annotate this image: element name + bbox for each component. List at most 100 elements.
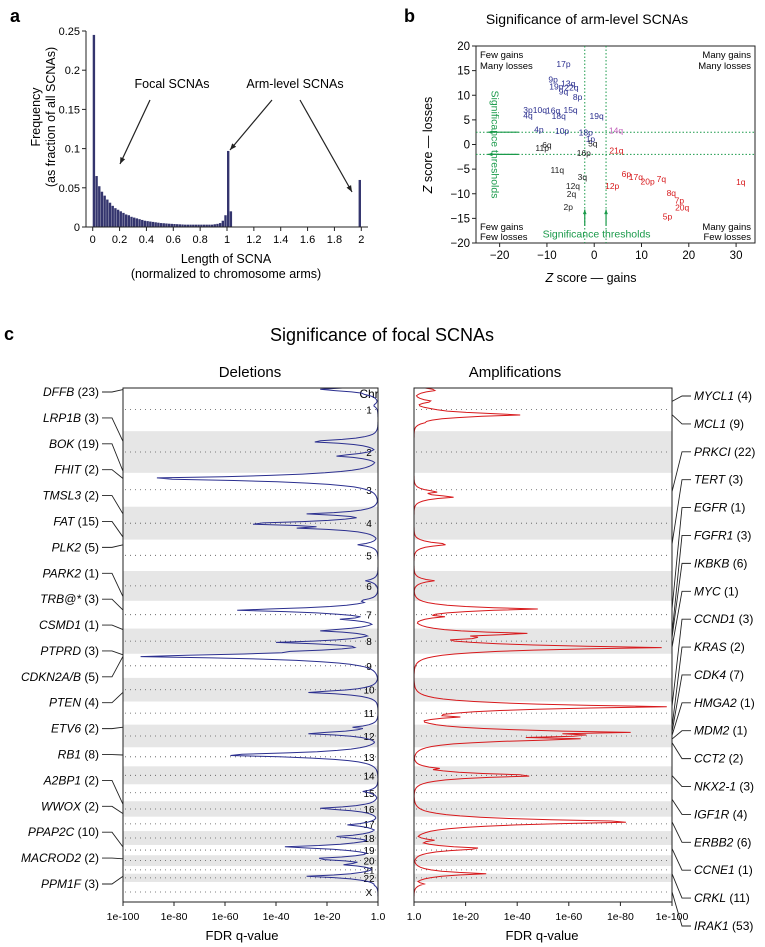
arm-point-3q: 3q xyxy=(578,172,588,182)
histogram-bar xyxy=(192,224,195,227)
panel-a-ylabel: Frequency xyxy=(29,87,43,147)
chr-label-11: 11 xyxy=(364,709,375,720)
deletion-gene-label: CSMD1 (1) xyxy=(39,618,99,632)
deletion-gene-label: FHIT (2) xyxy=(54,463,99,477)
panel-a-xtick-label: 1.6 xyxy=(300,234,315,246)
amplification-gene-leader xyxy=(671,414,691,425)
panel-b-xlabel: Z score — gains xyxy=(544,271,636,285)
histogram-bar xyxy=(224,215,227,227)
arm-point-1q: 1q xyxy=(736,177,746,187)
histogram-bar xyxy=(108,202,112,227)
threshold-label-y: Significance thresholds xyxy=(489,91,501,199)
arm-point-6q: 6q xyxy=(542,140,552,150)
amplification-gene-leader xyxy=(671,618,691,707)
histogram-bar xyxy=(116,209,120,227)
chr-label-21: 21 xyxy=(363,866,375,877)
quadrant-bottom-right-1: Many gains xyxy=(702,222,751,233)
histogram-bar xyxy=(151,221,155,227)
deletion-gene-label: CDKN2A/B (5) xyxy=(21,670,99,684)
arm-point-11p: 11p xyxy=(535,143,549,153)
arm-point-11q: 11q xyxy=(551,165,565,175)
panel-a-histogram: Frequency (as fraction of all SCNAs) Len… xyxy=(29,26,368,281)
quadrant-top-right-1: Many gains xyxy=(702,50,751,61)
arm-point-10q: 10q xyxy=(533,105,547,115)
histogram-bar xyxy=(143,220,147,227)
arm-point-20q: 20q xyxy=(675,203,689,213)
focal-scnas-annotation: Focal SCNAs xyxy=(134,77,209,91)
arm-point-20p: 20p xyxy=(641,176,655,186)
panel-a-xtick-label: 0.6 xyxy=(166,234,181,246)
histogram-bar xyxy=(127,215,131,227)
amplification-gene-label: HMGA2 (1) xyxy=(694,696,755,710)
histogram-bar xyxy=(114,208,117,227)
threshold-arrow-y1-head xyxy=(487,130,493,135)
deletion-gene-label: DFFB (23) xyxy=(43,385,99,399)
chr-label-1: 1 xyxy=(366,406,372,417)
arm-point-22q: 22q xyxy=(564,82,578,92)
arm-point-3p: 3p xyxy=(523,105,533,115)
arm-point-18p: 18p xyxy=(579,128,593,138)
deletion-gene-leader xyxy=(102,805,124,814)
amplification-gene-leader xyxy=(671,702,691,736)
amplification-gene-leader xyxy=(671,535,691,634)
chr-label-22: 22 xyxy=(363,874,375,885)
panel-b-xtick-label: −20 xyxy=(490,250,510,262)
deletion-xtick-label: 1.0 xyxy=(371,911,386,923)
panel-a-ytick-label: 0 xyxy=(74,222,80,234)
chr-band-amplification xyxy=(414,766,672,785)
chr-label-13: 13 xyxy=(363,753,375,764)
histogram-bar xyxy=(197,224,200,227)
amplifications-xlabel: FDR q-value xyxy=(506,928,579,943)
panel-a-xtick-label: 1.8 xyxy=(327,234,342,246)
amplification-gene-label: MCL1 (9) xyxy=(694,417,744,431)
chr-band-amplification xyxy=(414,855,672,867)
deletion-gene-leader xyxy=(102,598,124,611)
panel-label-c: c xyxy=(4,324,14,344)
deletion-gene-leader xyxy=(102,495,124,515)
histogram-bar xyxy=(124,214,128,227)
deletion-gene-leader xyxy=(102,779,124,805)
chr-label-10: 10 xyxy=(363,686,375,697)
amplification-gene-label: CCNE1 (1) xyxy=(694,863,753,877)
deletion-gene-leader xyxy=(102,831,124,848)
deletion-gene-label: TMSL3 (2) xyxy=(42,489,99,503)
histogram-bar xyxy=(186,224,190,227)
panel-a-ytick-label: 0.2 xyxy=(65,65,80,77)
chr-band-amplification xyxy=(414,831,672,845)
histogram-bar xyxy=(133,217,136,227)
deletion-gene-leader xyxy=(102,417,124,442)
chr-band-amplification xyxy=(414,677,672,702)
arm-point-16q: 16q xyxy=(546,106,560,116)
panel-b-xtick-label: 20 xyxy=(682,250,695,262)
arm-point-10p: 10p xyxy=(555,126,569,136)
histogram-bar xyxy=(208,224,211,227)
histogram-bar xyxy=(165,223,168,227)
deletion-xtick-label: 1e-60 xyxy=(212,911,239,923)
amplification-gene-leader xyxy=(671,479,691,545)
quadrant-top-left-2: Many losses xyxy=(480,61,533,72)
arm-arrow-2-head xyxy=(346,185,352,192)
amplification-gene-label: MDM2 (1) xyxy=(694,724,747,738)
arm-point-7p: 7p xyxy=(675,196,685,206)
arm-point-2q: 2q xyxy=(567,189,577,199)
arm-point-8p: 8p xyxy=(573,92,583,102)
amplification-gene-label: PRKCI (22) xyxy=(694,445,755,459)
chr-label-2: 2 xyxy=(366,448,372,459)
panel-a-xtick-label: 0.4 xyxy=(139,234,154,246)
histogram-bar xyxy=(111,205,114,227)
arm-point-19q: 19q xyxy=(589,111,603,121)
histogram-bar xyxy=(95,176,98,227)
panel-b-ytick-label: −10 xyxy=(450,189,470,201)
arm-point-18q: 18q xyxy=(552,111,566,121)
amplification-gene-leader xyxy=(671,848,691,871)
panel-b-ytick-label: 5 xyxy=(464,115,470,127)
amplification-gene-leader xyxy=(671,507,691,610)
arm-point-8q: 8q xyxy=(667,188,677,198)
panel-b-ytick-label: 0 xyxy=(464,140,470,152)
panel-b-ylabel: Z score — losses xyxy=(421,97,435,195)
amplification-gene-label: TERT (3) xyxy=(694,473,743,487)
arm-point-12q: 12q xyxy=(566,181,580,191)
amplification-gene-leader xyxy=(671,798,691,815)
chr-label-7: 7 xyxy=(366,611,372,622)
histogram-bar xyxy=(227,150,230,227)
